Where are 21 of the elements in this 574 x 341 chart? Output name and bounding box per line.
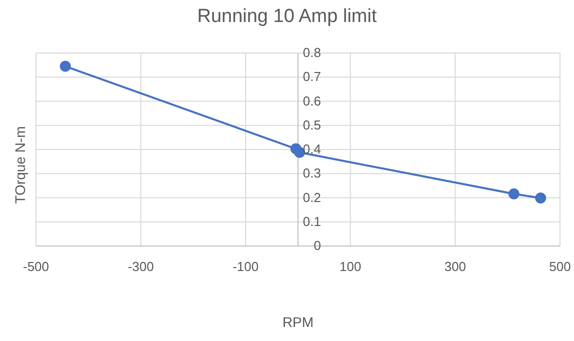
- y-tick-label: 0.5: [302, 117, 321, 132]
- y-axis-title: TOrque N-m: [12, 126, 28, 204]
- x-axis-title: RPM: [281, 314, 315, 330]
- x-tick-label: 300: [444, 259, 466, 274]
- y-tick-label: 0.1: [302, 214, 321, 229]
- x-tick-label: -100: [232, 259, 259, 274]
- y-tick-label: 0: [314, 238, 321, 253]
- point: [508, 188, 520, 200]
- y-tick-label: 0.6: [302, 93, 321, 108]
- point: [535, 192, 546, 204]
- y-tick-label: 0.7: [302, 69, 321, 84]
- y-tick-label: 0.2: [302, 190, 321, 205]
- y-tick-label: 0.8: [302, 45, 321, 60]
- x-tick-label: 100: [340, 259, 362, 274]
- x-tick-label: 500: [549, 259, 571, 274]
- x-tick-label: -300: [128, 259, 154, 274]
- point: [60, 60, 71, 72]
- chart-title: Running 10 Amp limit: [196, 6, 378, 28]
- y-tick-label: 0.4: [302, 142, 321, 156]
- y-tick-label: 0.3: [302, 166, 321, 181]
- x-tick-label: -500: [22, 259, 50, 274]
